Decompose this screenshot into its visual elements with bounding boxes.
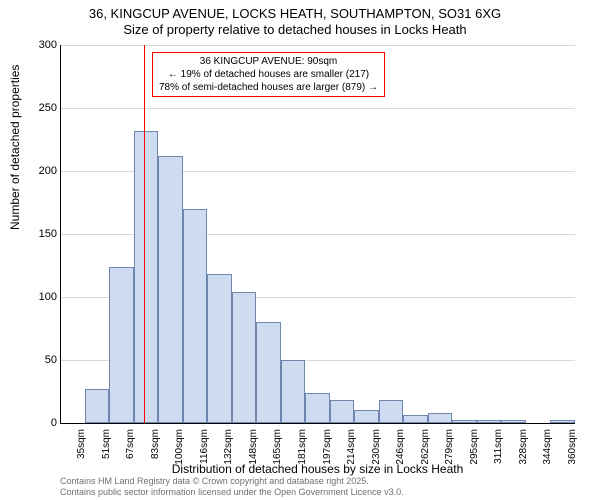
footer-line2: Contains public sector information licen…	[60, 487, 404, 498]
annotation-line2: ← 19% of detached houses are smaller (21…	[159, 68, 378, 81]
reference-line	[144, 45, 145, 423]
bar	[85, 389, 110, 423]
y-axis-label: Number of detached properties	[8, 65, 22, 230]
x-axis-line	[60, 423, 575, 424]
bar	[183, 209, 208, 423]
y-tick-label: 150	[39, 228, 57, 240]
gridline	[60, 45, 575, 46]
y-tick-label: 300	[39, 39, 57, 51]
annotation-line3: 78% of semi-detached houses are larger (…	[159, 81, 378, 94]
annotation-box: 36 KINGCUP AVENUE: 90sqm ← 19% of detach…	[152, 52, 385, 97]
bar	[379, 400, 404, 423]
annotation-line1: 36 KINGCUP AVENUE: 90sqm	[159, 55, 378, 68]
y-tick-label: 50	[45, 354, 57, 366]
y-tick-label: 200	[39, 165, 57, 177]
bar	[330, 400, 355, 423]
y-tick-label: 250	[39, 102, 57, 114]
x-axis-label: Distribution of detached houses by size …	[60, 462, 575, 476]
bar	[354, 410, 379, 423]
bar	[134, 131, 159, 423]
y-axis-line	[60, 45, 61, 423]
bar	[158, 156, 183, 423]
bar	[256, 322, 281, 423]
footer-line1: Contains HM Land Registry data © Crown c…	[60, 476, 404, 487]
bar	[403, 415, 428, 423]
bar	[281, 360, 306, 423]
chart-title-line1: 36, KINGCUP AVENUE, LOCKS HEATH, SOUTHAM…	[0, 6, 590, 21]
gridline	[60, 108, 575, 109]
footer-attribution: Contains HM Land Registry data © Crown c…	[60, 476, 404, 498]
bar	[428, 413, 453, 423]
bar	[207, 274, 232, 423]
bar	[232, 292, 257, 423]
bar	[305, 393, 330, 423]
chart-title-line2: Size of property relative to detached ho…	[0, 22, 590, 37]
bar	[109, 267, 134, 423]
y-tick-label: 0	[51, 417, 57, 429]
y-tick-label: 100	[39, 291, 57, 303]
